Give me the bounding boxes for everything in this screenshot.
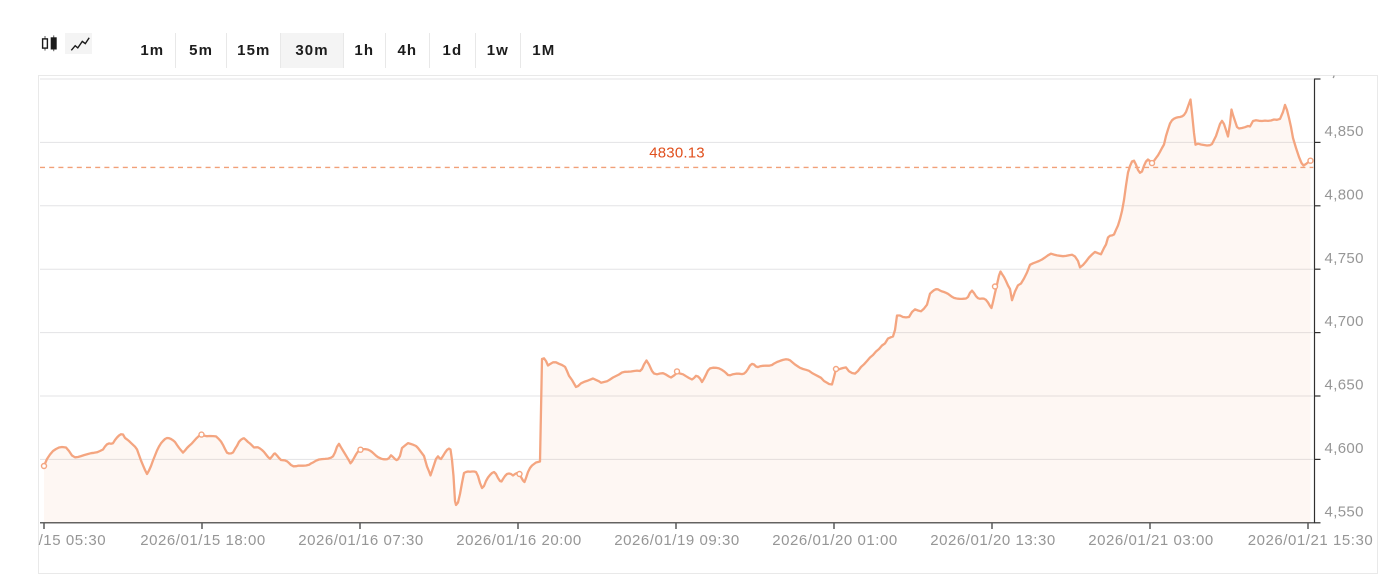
svg-text:4,750: 4,750 [1325, 250, 1364, 267]
svg-text:2026/01/19 09:30: 2026/01/19 09:30 [614, 532, 740, 549]
svg-text:/15 05:30: /15 05:30 [39, 532, 107, 549]
svg-text:4,650: 4,650 [1325, 377, 1364, 394]
svg-text:2026/01/21 03:00: 2026/01/21 03:00 [1088, 532, 1214, 549]
svg-text:4,800: 4,800 [1325, 186, 1364, 203]
svg-text:4,700: 4,700 [1325, 313, 1364, 330]
svg-text:2026/01/20 13:30: 2026/01/20 13:30 [930, 532, 1056, 549]
svg-text:4,600: 4,600 [1325, 440, 1364, 457]
svg-text:2026/01/20 01:00: 2026/01/20 01:00 [772, 532, 898, 549]
svg-text:4,550: 4,550 [1325, 503, 1364, 520]
svg-text:4,850: 4,850 [1325, 123, 1364, 140]
svg-text:2026/01/15 18:00: 2026/01/15 18:00 [140, 532, 266, 549]
svg-text:2026/01/21 15:30: 2026/01/21 15:30 [1248, 532, 1374, 549]
svg-text:4830.13: 4830.13 [649, 144, 705, 161]
svg-text:2026/01/16 20:00: 2026/01/16 20:00 [456, 532, 582, 549]
svg-text:2026/01/16 07:30: 2026/01/16 07:30 [298, 532, 424, 549]
